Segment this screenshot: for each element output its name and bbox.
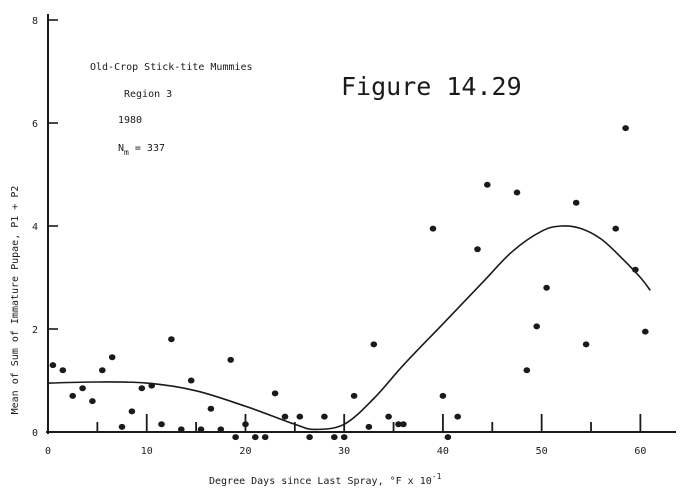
data-point	[188, 378, 195, 384]
data-point	[50, 362, 57, 368]
x-axis-label-main: Degree Days since Last Spray, °F x 10	[209, 476, 432, 487]
data-point	[60, 367, 67, 373]
data-point	[385, 414, 392, 420]
data-point	[543, 285, 550, 291]
data-point	[454, 414, 461, 420]
data-point	[366, 424, 373, 430]
fitted-curve	[48, 226, 650, 429]
x-tick-label: 40	[437, 446, 449, 457]
data-point	[198, 426, 205, 432]
data-point	[89, 398, 96, 404]
y-tick-label: 6	[32, 119, 38, 130]
data-point	[218, 426, 225, 432]
data-point	[99, 367, 106, 373]
annotation-line-4: Nm = 337	[118, 143, 165, 157]
y-tick-label: 4	[32, 222, 38, 233]
data-point	[168, 336, 175, 342]
data-point	[119, 424, 126, 430]
data-point	[178, 426, 185, 432]
data-point	[524, 367, 531, 373]
data-point	[208, 406, 215, 412]
data-point	[622, 125, 629, 131]
x-tick-label: 60	[634, 446, 646, 457]
data-point	[484, 182, 491, 188]
data-point	[321, 414, 328, 420]
data-point	[331, 434, 338, 440]
y-tick-label: 2	[32, 325, 38, 336]
data-point	[341, 434, 348, 440]
data-point	[612, 226, 619, 232]
data-point	[227, 357, 234, 363]
x-tick-label: 0	[45, 446, 51, 457]
data-point	[158, 421, 165, 427]
data-point	[440, 393, 447, 399]
data-point	[445, 434, 452, 440]
annotation-line-1: Old-Crop Stick-tite Mummies	[90, 62, 253, 73]
x-axis-label-sup: -1	[432, 472, 442, 481]
annotation-line-3: 1980	[118, 115, 142, 126]
data-point	[139, 385, 146, 391]
annotation-n-value: = 337	[129, 143, 165, 154]
y-axis-label: Mean of Sum of Immature Pupae, P1 + P2	[10, 186, 21, 415]
ticks: 0 2 4 6 8 0 10 20 30 40 50 60	[32, 16, 646, 457]
data-point	[642, 329, 649, 335]
data-point	[474, 246, 481, 252]
data-point	[69, 393, 76, 399]
x-tick-label: 20	[239, 446, 251, 457]
data-point	[533, 323, 540, 329]
figure-label: Figure 14.29	[341, 72, 522, 101]
y-tick-label: 0	[32, 428, 38, 439]
data-point	[252, 434, 259, 440]
x-tick-label: 10	[141, 446, 153, 457]
y-tick-label: 8	[32, 16, 38, 27]
data-points	[50, 125, 649, 440]
data-point	[297, 414, 304, 420]
data-point	[371, 341, 378, 347]
data-point	[282, 414, 289, 420]
data-point	[272, 390, 279, 396]
data-point	[262, 434, 269, 440]
data-point	[242, 421, 249, 427]
data-point	[514, 190, 521, 196]
annotation-line-2: Region 3	[124, 89, 172, 100]
data-point	[79, 385, 86, 391]
data-point	[232, 434, 239, 440]
data-point	[306, 434, 313, 440]
data-point	[351, 393, 358, 399]
data-point	[400, 421, 407, 427]
x-axis-label: Degree Days since Last Spray, °F x 10-1	[209, 472, 442, 487]
data-point	[573, 200, 580, 206]
x-tick-label: 30	[338, 446, 350, 457]
x-tick-label: 50	[536, 446, 548, 457]
data-point	[430, 226, 437, 232]
data-point	[583, 341, 590, 347]
data-point	[129, 408, 136, 414]
data-point	[109, 354, 116, 360]
